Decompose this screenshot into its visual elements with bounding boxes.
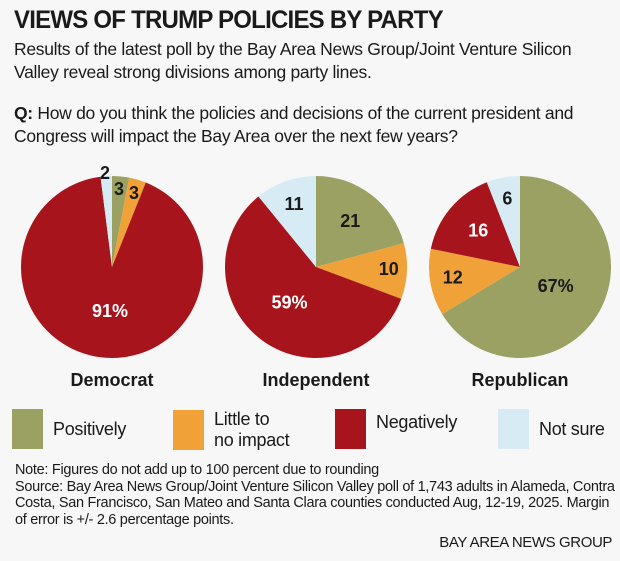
pie-label-independent: Independent [262, 370, 370, 390]
legend-label-negatively: Negatively [376, 411, 458, 432]
legend-item-little-impact: Little to no impact [173, 409, 290, 451]
legend-item-negatively: Negatively [335, 409, 457, 449]
credit: BAY AREA NEWS GROUP [439, 534, 612, 551]
footnotes: Note: Figures do not add up to 100 perce… [15, 462, 615, 528]
data-label-independent-negatively: 59% [271, 293, 307, 313]
legend-item-not-sure: Not sure [498, 409, 605, 449]
slice-republican-positively [442, 176, 611, 358]
poll-question: Q: How do you think the policies and dec… [14, 102, 620, 148]
data-label-democrat-little-to-no-impact: 3 [129, 183, 139, 203]
slice-democrat-little-to-no-impact [112, 177, 146, 267]
chart-subtitle: Results of the latest poll by the Bay Ar… [14, 39, 572, 82]
legend-item-positively: Positively [12, 409, 126, 449]
data-label-democrat-positively: 3 [114, 179, 124, 199]
slice-democrat-positively [112, 176, 130, 267]
slice-republican-little-to-no-impact [429, 248, 520, 315]
data-label-independent-not-sure: 11 [285, 194, 304, 214]
slice-republican-negatively [430, 182, 520, 267]
legend-label-line1: Little to [214, 409, 270, 429]
slice-democrat-negatively [20, 176, 204, 358]
legend-label-line2: no impact [214, 430, 290, 450]
data-label-republican-little-to-no-impact: 12 [443, 267, 463, 287]
slice-independent-not-sure [258, 176, 316, 267]
legend-label-not-sure: Not sure [539, 418, 605, 439]
pie-label-democrat: Democrat [70, 370, 154, 390]
pie-charts: 3 3 91% 2 21 10 59% 11 67% 12 16 6 [20, 163, 611, 358]
slice-democrat-not-sure [100, 176, 112, 267]
legend-swatch-not-sure [498, 409, 529, 449]
source-note: Source: Bay Area News Group/Joint Ventur… [15, 478, 615, 528]
legend-label-positively: Positively [53, 418, 127, 439]
data-label-republican-negatively: 16 [468, 221, 488, 241]
rounding-note: Note: Figures do not add up to 100 perce… [15, 462, 379, 478]
data-label-independent-little-to-no-impact: 10 [379, 259, 399, 279]
question-prefix: Q: [14, 103, 33, 123]
data-label-democrat-not-sure: 2 [100, 163, 110, 183]
data-label-independent-positively: 21 [340, 211, 360, 231]
pie-label-republican: Republican [471, 370, 569, 390]
legend-swatch-little-impact [173, 410, 204, 450]
legend-swatch-positively [12, 409, 43, 449]
slice-independent-positively [316, 176, 404, 267]
slice-independent-negatively [225, 196, 402, 358]
data-label-republican-positively: 67% [538, 276, 574, 296]
chart-title: VIEWS OF TRUMP POLICIES BY PARTY [14, 6, 444, 34]
pie-democrat: 3 3 91% 2 [20, 163, 204, 358]
data-label-republican-not-sure: 6 [502, 189, 512, 209]
pie-republican: 67% 12 16 6 [429, 176, 611, 358]
pie-independent: 21 10 59% 11 [225, 176, 407, 358]
data-label-democrat-negatively: 91% [92, 301, 128, 321]
question-text: How do you think the policies and decisi… [14, 103, 574, 146]
legend-swatch-negatively [335, 409, 366, 449]
legend: Positively Little to no impact Negatively… [0, 408, 620, 458]
legend-label-little-impact: Little to no impact [214, 409, 290, 451]
slice-republican-not-sure [486, 176, 520, 267]
slice-independent-little-to-no-impact [316, 243, 407, 299]
